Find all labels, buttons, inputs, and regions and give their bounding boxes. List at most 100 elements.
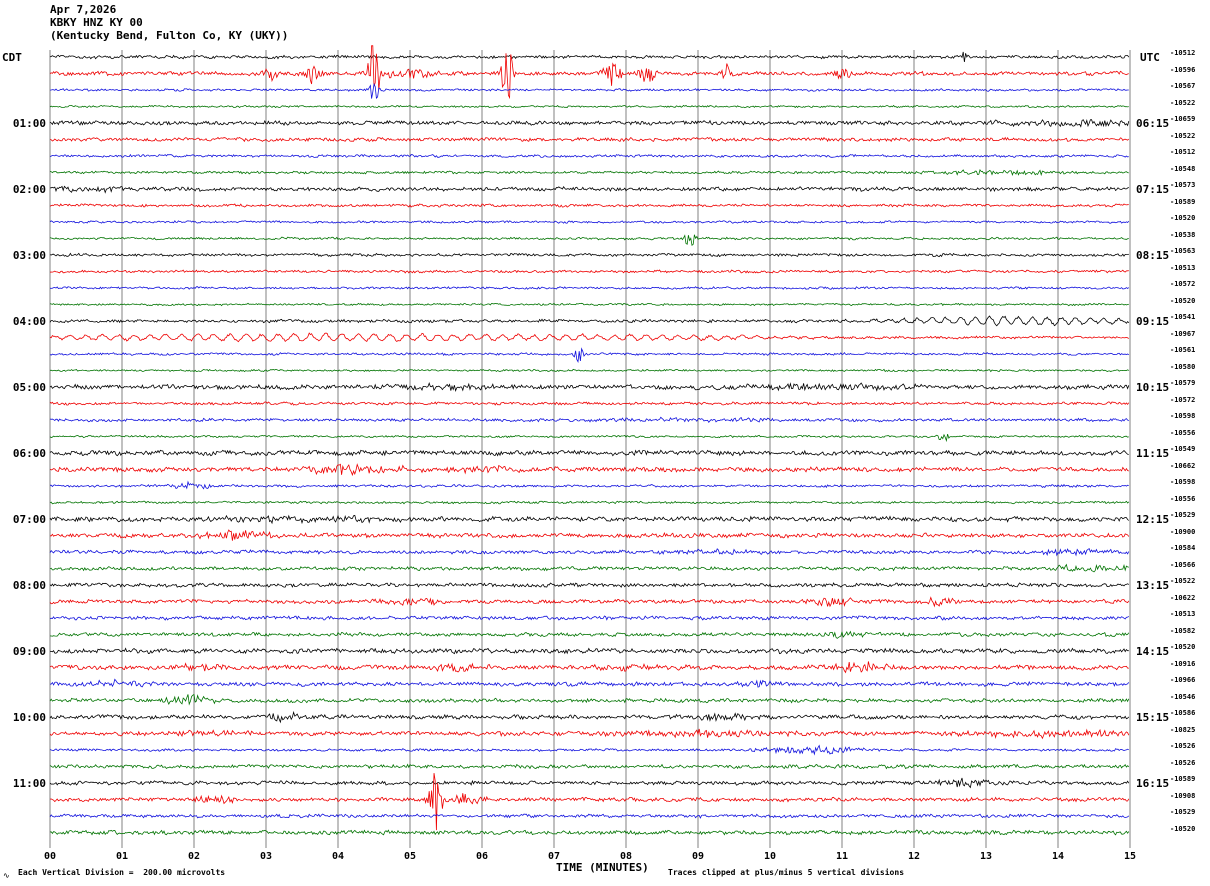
x-tick-label: 10 (763, 851, 777, 862)
seismogram-trace (49, 630, 1130, 639)
trace-offset-value: -10512 (1170, 49, 1196, 57)
x-tick-label: 00 (43, 851, 57, 862)
trace-offset-value: -10579 (1170, 379, 1196, 387)
seismogram-trace (49, 104, 1129, 109)
seismogram-trace (49, 661, 1129, 674)
seismogram-trace (49, 514, 1130, 525)
trace-offset-value: -10529 (1170, 511, 1196, 519)
trace-offset-value: -10520 (1170, 824, 1196, 833)
scale-note: Each Vertical Division = 200.00 microvol… (18, 868, 226, 877)
x-tick-label: 05 (403, 851, 417, 862)
trace-offset-value: -10573 (1170, 181, 1196, 189)
trace-offset-value: -10513 (1170, 610, 1196, 618)
right-hour-label: 12:15 (1136, 513, 1170, 526)
x-tick-label: 07 (547, 851, 561, 862)
seismogram-trace (49, 829, 1130, 836)
seismogram-trace (49, 563, 1129, 573)
trace-offset-value: -10520 (1170, 296, 1196, 305)
trace-offset-value: -10556 (1170, 428, 1196, 437)
seismogram-trace (49, 773, 1130, 831)
left-hour-label: 05:00 (12, 381, 46, 394)
seismogram-trace (49, 763, 1130, 770)
trace-offset-value: -10586 (1170, 709, 1196, 717)
trace-offset-value: -10572 (1170, 280, 1196, 288)
trace-offset-value: -10908 (1170, 791, 1196, 800)
x-tick-label: 12 (907, 851, 921, 862)
trace-offset-value: -10538 (1170, 230, 1196, 239)
seismogram-trace (49, 332, 1130, 343)
left-hour-label: 02:00 (12, 183, 46, 196)
trace-offset-value: -10900 (1170, 527, 1196, 536)
seismogram-trace (49, 744, 1129, 756)
corner-mark-icon: ∿ (3, 871, 10, 880)
left-timezone-label: CDT (2, 51, 22, 64)
trace-offset-value: -10659 (1170, 115, 1196, 123)
trace-offset-value: -10589 (1170, 197, 1196, 206)
seismogram-trace (49, 45, 1129, 100)
right-hour-label: 07:15 (1136, 183, 1170, 196)
x-tick-label: 08 (619, 851, 633, 862)
trace-offset-value: -10561 (1170, 346, 1196, 354)
seismogram-trace (49, 728, 1130, 740)
trace-offset-value: -10825 (1170, 725, 1196, 734)
seismogram-trace (49, 710, 1130, 724)
x-tick-label: 09 (691, 851, 705, 862)
trace-offset-value: -10522 (1170, 131, 1196, 140)
trace-offset-value: -10546 (1170, 692, 1196, 701)
trace-offset-value: -10512 (1170, 148, 1196, 156)
seismogram-trace (49, 185, 1129, 194)
x-tick-label: 04 (331, 851, 345, 862)
seismogram-trace (49, 51, 1130, 62)
trace-offset-value: -10580 (1170, 362, 1196, 371)
seismogram-trace (49, 220, 1130, 224)
trace-offset-value: -10513 (1170, 263, 1196, 272)
x-axis-title: TIME (MINUTES) (556, 861, 649, 874)
station-label: KBKY HNZ KY 00 (50, 16, 143, 29)
right-hour-label: 10:15 (1136, 381, 1170, 394)
trace-offset-value: -10556 (1170, 494, 1196, 503)
trace-offset-value: -10563 (1170, 247, 1196, 255)
seismogram-trace (49, 153, 1129, 158)
x-tick-label: 14 (1051, 851, 1065, 862)
trace-offset-value: -10566 (1170, 560, 1196, 569)
trace-offset-value: -10520 (1170, 214, 1196, 222)
trace-offset-value: -10526 (1170, 742, 1196, 750)
trace-offset-value: -10622 (1170, 593, 1196, 602)
seismogram-trace (49, 463, 1129, 477)
x-tick-label: 02 (187, 851, 201, 862)
trace-offset-value: -10548 (1170, 164, 1196, 173)
seismogram-trace (49, 286, 1130, 290)
x-tick-label: 11 (835, 851, 849, 862)
right-hour-label: 09:15 (1136, 315, 1170, 328)
seismogram-trace (49, 449, 1129, 457)
seismogram-trace (49, 480, 1129, 490)
trace-offset-value: -10541 (1170, 313, 1196, 321)
trace-offset-value: -10966 (1170, 676, 1196, 684)
seismogram-trace (49, 777, 1130, 789)
left-hour-label: 11:00 (12, 777, 46, 790)
clip-note: Traces clipped at plus/minus 5 vertical … (668, 868, 905, 877)
trace-offset-value: -10596 (1170, 65, 1196, 74)
seismogram-trace (49, 82, 1129, 99)
seismogram-trace (49, 252, 1129, 258)
right-hour-label: 16:15 (1136, 777, 1170, 790)
location-label: (Kentucky Bend, Fulton Co, KY (UKY)) (50, 29, 289, 42)
right-hour-label: 14:15 (1136, 645, 1170, 658)
left-hour-label: 06:00 (12, 447, 46, 460)
right-hour-label: 11:15 (1136, 447, 1170, 460)
trace-offset-value: -10572 (1170, 395, 1196, 404)
trace-offset-value: -10522 (1170, 577, 1196, 585)
trace-offset-value: -10526 (1170, 758, 1196, 767)
seismogram-trace (49, 136, 1130, 143)
left-hour-label: 04:00 (12, 315, 46, 328)
right-timezone-label: UTC (1140, 51, 1160, 64)
seismogram-trace (50, 678, 1130, 688)
x-tick-label: 15 (1123, 851, 1137, 862)
trace-offset-value: -10598 (1170, 412, 1196, 420)
seismogram-trace (49, 529, 1130, 541)
seismogram-trace (49, 302, 1129, 307)
seismogram-trace (49, 119, 1130, 128)
trace-offset-value: -10520 (1170, 643, 1196, 651)
